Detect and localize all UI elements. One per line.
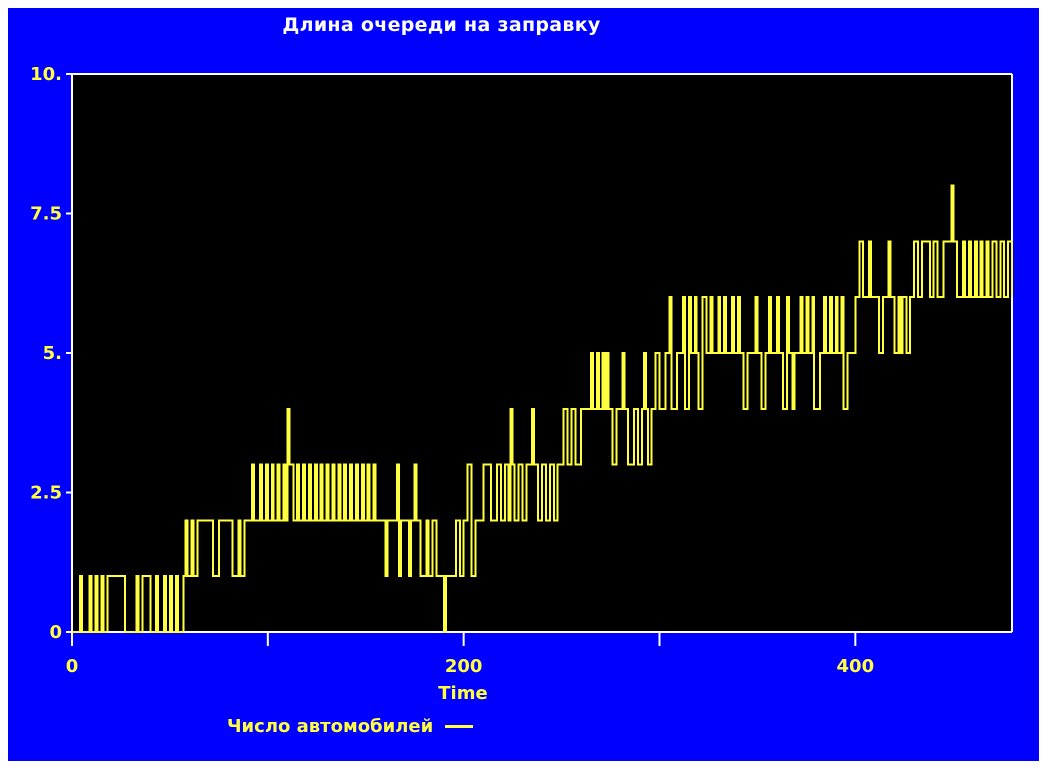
y-tick-label: 0: [49, 622, 62, 643]
legend-label: Число автомобилей: [227, 716, 434, 737]
x-tick-label: 0: [66, 656, 79, 677]
x-tick-label: 400: [837, 656, 875, 677]
legend-line-swatch: [445, 725, 474, 728]
y-tick-label: 7.5: [30, 204, 62, 225]
legend: Число автомобилей: [227, 716, 474, 737]
x-tick-label: 200: [445, 656, 483, 677]
y-tick-label: 2.5: [30, 483, 62, 504]
y-tick-label: 10.: [30, 64, 62, 85]
series-line-0: [72, 184, 1013, 633]
y-tick-label: 5.: [43, 343, 62, 364]
chart-title: Длина очереди на заправку: [282, 14, 601, 36]
x-axis-label: Time: [438, 683, 487, 704]
